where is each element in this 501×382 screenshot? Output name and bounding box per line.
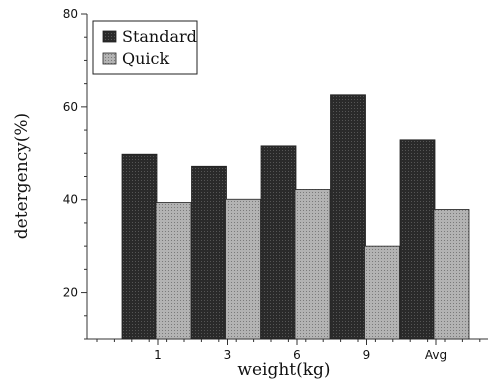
x-tick-label: 3 bbox=[224, 348, 232, 362]
legend: Standard Quick bbox=[92, 20, 198, 75]
bar-standard-avg bbox=[399, 139, 436, 340]
bar-standard-6 bbox=[260, 145, 297, 340]
legend-label-quick: Quick bbox=[122, 49, 170, 68]
y-tick-label: 40 bbox=[63, 193, 78, 207]
bar-quick-6 bbox=[294, 189, 331, 340]
bar-quick-3 bbox=[225, 198, 261, 340]
x-axis-title: weight(kg) bbox=[237, 360, 330, 380]
x-tick-label: Avg bbox=[425, 348, 447, 362]
y-tick-label: 80 bbox=[63, 7, 78, 21]
bar-quick-1 bbox=[155, 202, 192, 340]
bar-standard-3 bbox=[191, 165, 227, 340]
legend-swatch-standard bbox=[102, 30, 117, 43]
bar-quick-9 bbox=[364, 245, 400, 340]
x-tick-label: 1 bbox=[154, 348, 162, 362]
y-axis-title: detergency(%) bbox=[12, 113, 32, 239]
legend-swatch-quick bbox=[102, 52, 117, 65]
bar-quick-avg bbox=[433, 209, 470, 340]
y-tick-label: 20 bbox=[63, 286, 78, 300]
bars bbox=[121, 94, 470, 340]
legend-label-standard: Standard bbox=[122, 27, 197, 46]
x-tick-label: 6 bbox=[293, 348, 301, 362]
bar-standard-9 bbox=[330, 94, 366, 340]
tick-labels: 20 40 60 80 1 3 6 9 Avg bbox=[63, 7, 447, 362]
x-tick-label: 9 bbox=[363, 348, 371, 362]
bar-standard-1 bbox=[121, 153, 158, 340]
y-tick-label: 60 bbox=[63, 100, 78, 114]
